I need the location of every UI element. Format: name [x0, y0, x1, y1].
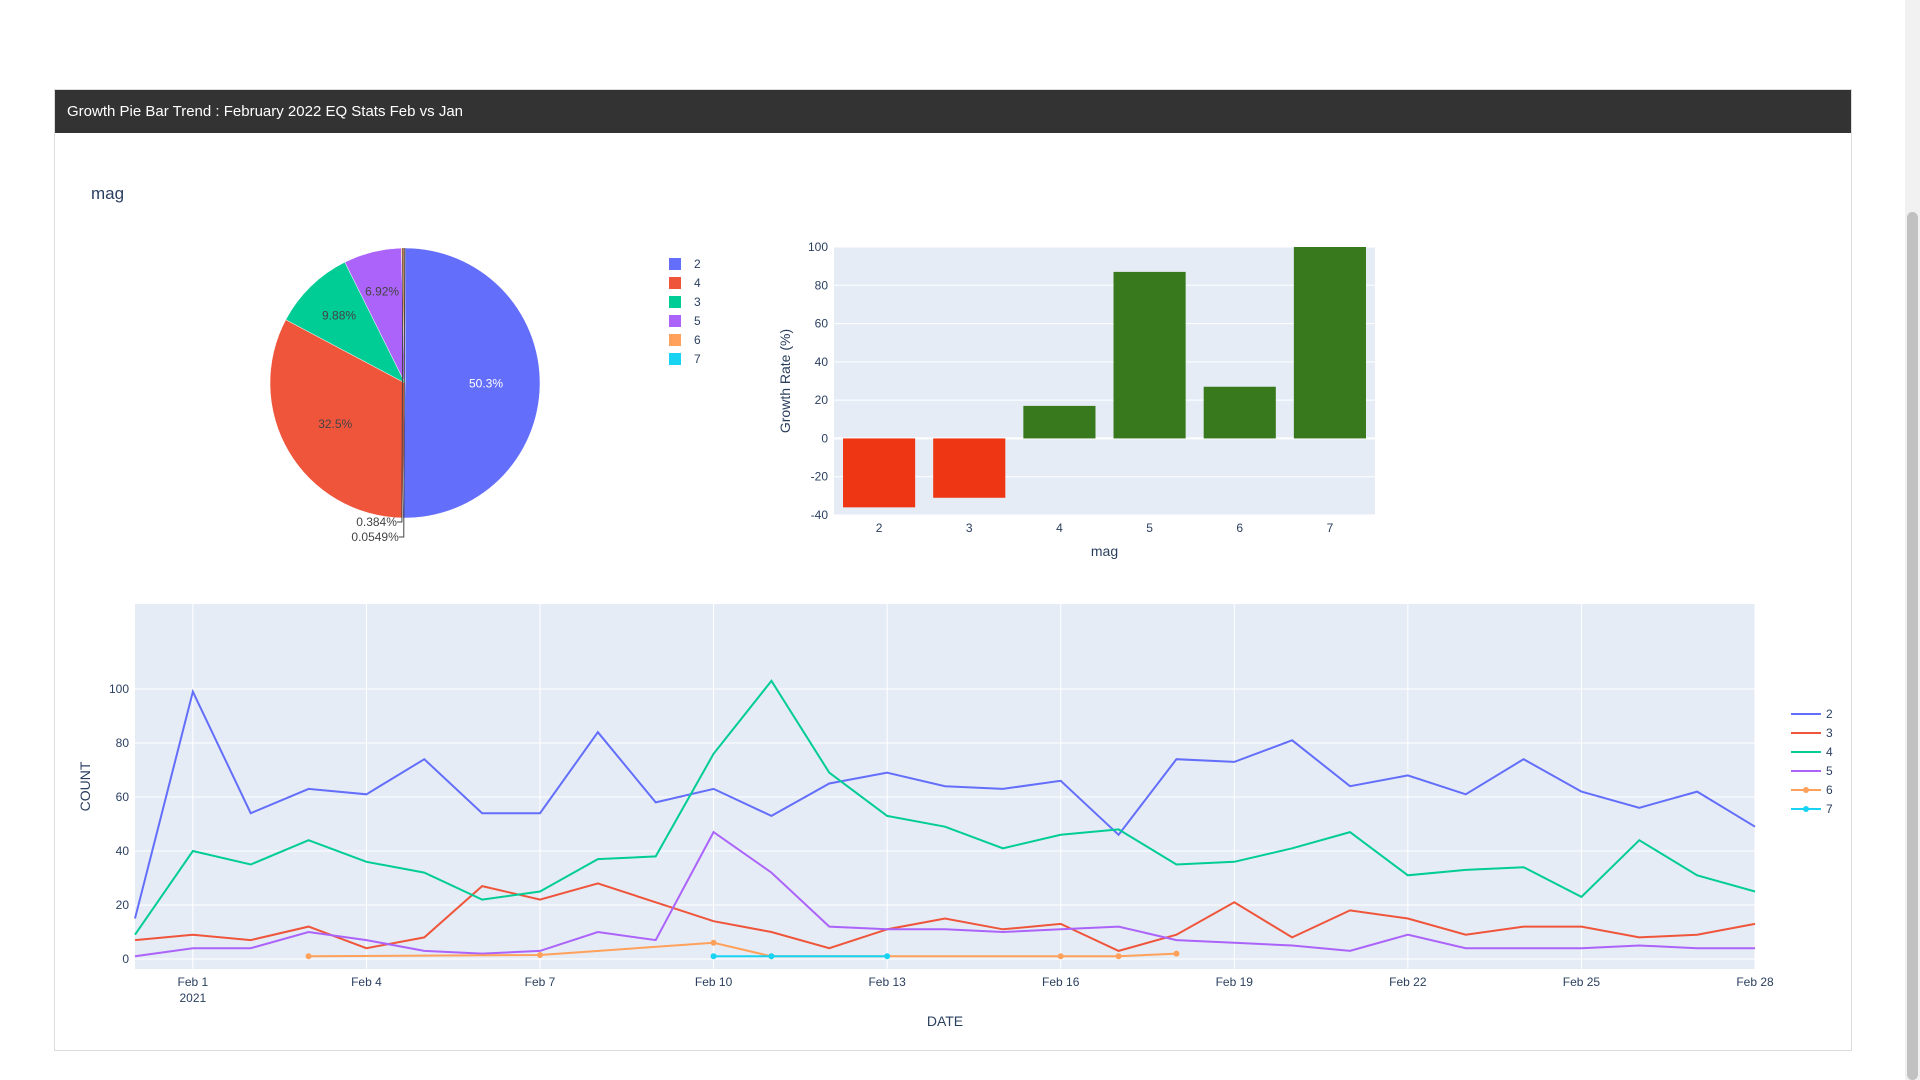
pie-legend: 2 4 3 5 6 7	[669, 257, 701, 366]
legend-label: 3	[694, 295, 701, 309]
bar	[933, 438, 1006, 498]
series-marker	[710, 939, 717, 946]
pie-slice-label: 0.384%	[356, 515, 397, 529]
series-line-3	[134, 882, 1756, 952]
series-line-5	[134, 830, 1755, 958]
y-tick-label: 60	[116, 790, 130, 804]
legend-swatch	[669, 334, 681, 346]
y-tick-label: 20	[116, 898, 130, 912]
y-tick-label: -20	[811, 470, 829, 484]
legend-swatch	[669, 258, 681, 270]
x-tick-label: Feb 28	[1736, 975, 1774, 989]
y-tick-label: 0	[122, 952, 129, 966]
pie-chart: 50.3% 32.5% 9.88% 6.92% 0.384%0.0549%	[269, 247, 541, 544]
bar	[1023, 405, 1096, 439]
x-tick-label: Feb 13	[868, 975, 906, 989]
legend-label: 7	[694, 352, 701, 366]
legend-label: 5	[1826, 764, 1833, 778]
x-axis-title: mag	[1091, 543, 1118, 559]
y-tick-label: 40	[116, 844, 130, 858]
legend-label: 7	[1826, 802, 1833, 816]
series-marker	[1115, 953, 1122, 960]
scrollbar-thumb[interactable]	[1907, 212, 1918, 1080]
x-tick-label: 2	[876, 521, 883, 535]
x-tick-label: Feb 7	[525, 975, 556, 989]
pie-slice-label: 50.3%	[469, 377, 503, 391]
pie-slice	[269, 319, 406, 519]
y-tick-label: 40	[815, 355, 829, 369]
y-tick-label: 80	[815, 278, 829, 292]
legend-label: 6	[1826, 783, 1833, 797]
bar-chart: -40 -20 0 20 40 60 80 100 2 3 4 5 6 7 mag Growth Rate (…	[777, 240, 1375, 559]
pie-slice-label: 0.0549%	[351, 530, 399, 544]
series-line-2	[134, 688, 1756, 919]
pie-slice	[285, 261, 406, 384]
series-marker	[768, 953, 775, 960]
legend-marker	[1803, 787, 1809, 793]
series-marker	[1173, 950, 1180, 957]
legend-label: 2	[694, 257, 701, 271]
y-tick-label: 100	[109, 682, 129, 696]
x-tick-year: 2021	[180, 991, 207, 1005]
plot-area	[834, 247, 1375, 515]
page-scrollbar[interactable]	[1905, 0, 1920, 1080]
bar	[843, 438, 916, 508]
y-tick-label: 60	[815, 317, 829, 331]
x-tick-label: Feb 4	[351, 975, 382, 989]
legend-label: 4	[694, 276, 701, 290]
x-tick-label: Feb 22	[1389, 975, 1427, 989]
y-tick-label: 80	[116, 736, 130, 750]
series-line-4	[134, 679, 1756, 936]
bar	[1293, 247, 1366, 439]
pie-slice-label: 9.88%	[322, 308, 356, 322]
y-tick-label: 0	[821, 431, 828, 445]
pie-slice-label: 32.5%	[318, 417, 352, 431]
pie-chart-title: mag	[91, 184, 124, 203]
x-tick-label: Feb 16	[1042, 975, 1080, 989]
bar	[1203, 386, 1276, 439]
y-tick-label: 20	[815, 393, 829, 407]
y-axis-title: COUNT	[77, 761, 93, 811]
pie-slice	[402, 247, 541, 519]
y-axis-title: Growth Rate (%)	[777, 329, 793, 433]
series-marker	[710, 953, 717, 960]
pie-label-leader	[396, 248, 404, 523]
legend-label: 2	[1826, 707, 1833, 721]
series-marker	[305, 953, 312, 960]
x-tick-label: 6	[1236, 521, 1243, 535]
legend-swatch	[669, 277, 681, 289]
series-marker	[884, 953, 891, 960]
series-marker	[1057, 953, 1064, 960]
legend-label: 5	[694, 314, 701, 328]
x-tick-label: 4	[1056, 521, 1063, 535]
x-tick-label: 5	[1146, 521, 1153, 535]
x-tick-label: 3	[966, 521, 973, 535]
charts-canvas: mag 50.3% 32.5% 9.88% 6.92% 0.384%0.0549% 2 4…	[77, 184, 1833, 1029]
chart-panel: Growth Pie Bar Trend : February 2022 EQ …	[54, 89, 1852, 1051]
legend-label: 4	[1826, 745, 1833, 759]
legend-label: 3	[1826, 726, 1833, 740]
x-tick-label: Feb 10	[695, 975, 733, 989]
panel-title: Growth Pie Bar Trend : February 2022 EQ …	[55, 90, 1851, 133]
line-legend: 2 3 4 5 6 7	[1791, 707, 1833, 816]
y-tick-label: -40	[811, 508, 829, 522]
legend-swatch	[669, 353, 681, 365]
legend-marker	[1803, 806, 1809, 812]
bar	[1113, 271, 1186, 439]
legend-label: 6	[694, 333, 701, 347]
legend-swatch	[669, 296, 681, 308]
x-axis-title: DATE	[927, 1013, 963, 1029]
line-chart: Feb 1 Feb 4 Feb 7 Feb 10 Feb 13 Feb 16 Feb 19 F…	[77, 604, 1774, 1029]
x-tick-label: Feb 19	[1216, 975, 1254, 989]
x-tick-label: 7	[1327, 521, 1334, 535]
x-tick-label: Feb 25	[1563, 975, 1601, 989]
x-tick-label: Feb 1	[178, 975, 209, 989]
pie-label-leader	[398, 247, 406, 538]
legend-swatch	[669, 315, 681, 327]
pie-slice-label: 6.92%	[365, 284, 399, 298]
series-marker	[537, 951, 543, 958]
y-tick-label: 100	[808, 240, 828, 254]
